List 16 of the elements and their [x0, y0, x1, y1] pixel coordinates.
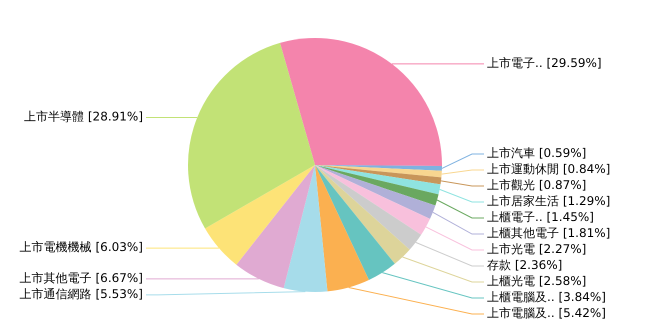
slice-label: 上櫃電腦及.. [3.84%] [487, 290, 606, 304]
slice-label: 存款 [2.36%] [487, 258, 562, 272]
slice-label: 上櫃光電 [2.58%] [487, 274, 586, 288]
slice-label: 上市觀光 [0.87%] [487, 178, 586, 192]
slice-label: 上市電機機械 [6.03%] [20, 240, 143, 254]
slice-label: 上市其他電子 [6.67%] [20, 271, 143, 285]
slice-label: 上市電腦及.. [5.42%] [487, 306, 606, 320]
slice-label: 上市半導體 [28.91%] [24, 110, 143, 124]
slice-label: 上市居家生活 [1.29%] [487, 194, 610, 208]
slice-label: 上市汽車 [0.59%] [487, 146, 586, 160]
slice-label: 上櫃其他電子 [1.81%] [487, 226, 610, 240]
slice-label: 上市光電 [2.27%] [487, 242, 586, 256]
slice-label: 上市運動休閒 [0.84%] [487, 162, 610, 176]
slice-label: 上市電子.. [29.59%] [487, 56, 602, 70]
slice-label: 上櫃電子.. [1.45%] [487, 210, 594, 224]
slice-label: 上市通信網路 [5.53%] [20, 287, 143, 301]
